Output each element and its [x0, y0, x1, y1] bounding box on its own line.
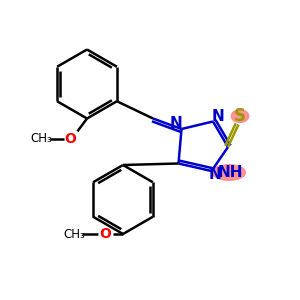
Text: NH: NH [217, 165, 243, 180]
Text: O: O [64, 132, 76, 145]
Text: CH₃: CH₃ [31, 132, 52, 145]
Ellipse shape [231, 110, 249, 122]
Text: N: N [212, 109, 224, 124]
Text: O: O [99, 227, 111, 241]
Text: N: N [170, 116, 182, 131]
Ellipse shape [212, 165, 245, 180]
Text: CH₃: CH₃ [63, 227, 85, 241]
Text: N: N [209, 167, 221, 182]
Text: S: S [234, 107, 246, 125]
